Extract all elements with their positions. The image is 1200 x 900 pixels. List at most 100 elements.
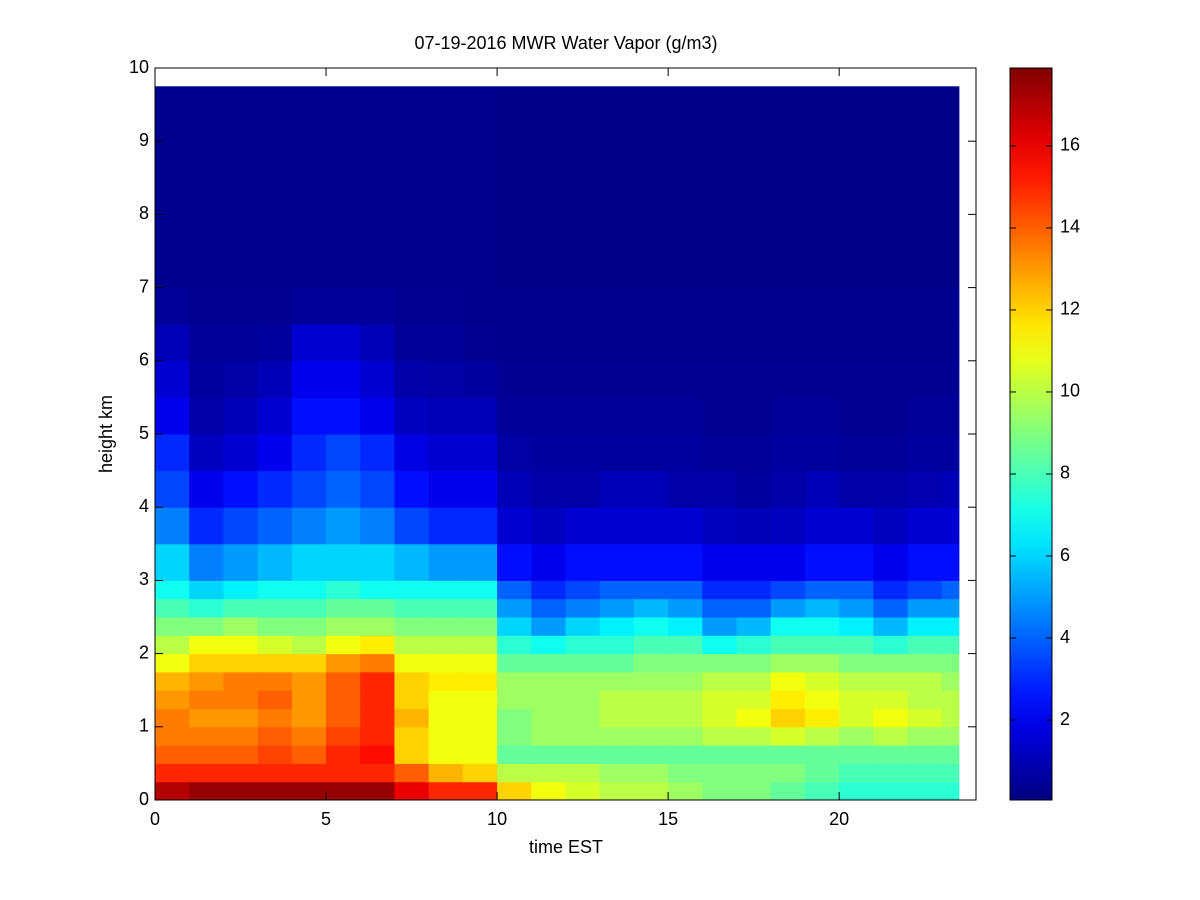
heat-cell [223,763,259,783]
heat-cell [326,598,361,618]
heat-cell [531,745,566,764]
heat-cell [531,726,566,746]
heat-cell [736,507,772,545]
heat-cell [531,653,566,673]
x-axis-label: time EST [529,837,603,857]
heat-cell [565,763,601,783]
y-tick-label: 2 [139,642,149,662]
x-tick-label: 10 [487,809,507,829]
heat-cell [633,598,669,618]
heat-cell [531,580,566,600]
heat-cell [804,324,840,362]
heat-cell [770,470,806,508]
heat-cell [565,635,601,655]
heat-cell [223,434,259,472]
heat-cell [668,781,703,801]
heat-cell [770,324,806,362]
heat-cell [497,470,532,508]
heat-cell [668,507,703,545]
heat-cell [941,287,960,325]
heat-cell [804,653,840,673]
heat-cell [497,690,532,709]
heat-cell [291,397,327,435]
heat-cell [941,397,960,435]
heat-cell [257,635,293,655]
heat-cell [394,86,430,289]
heat-cell [462,324,498,362]
heat-cell [736,580,772,600]
heat-cell [291,598,327,618]
heat-cell [223,745,259,764]
heat-cell [428,397,464,435]
heat-cell [462,635,498,655]
heat-cell [907,287,943,325]
heat-cell [360,397,395,435]
heat-cell [941,781,960,801]
heat-cell [804,470,840,508]
heat-cell [839,671,874,691]
heat-cell [702,653,738,673]
heat-cell [257,324,293,362]
heat-cell [189,397,224,435]
heat-cell [189,763,224,783]
heat-cell [804,763,840,783]
heat-cell [497,434,532,472]
heat-cell [531,543,566,581]
heat-cell [839,324,874,362]
heat-cell [941,763,960,783]
heat-cell [804,434,840,472]
y-tick-label: 5 [139,423,149,443]
heat-cell [873,763,909,783]
heat-cell [668,287,703,325]
heat-cell [291,434,327,472]
heat-cell [668,653,703,673]
heat-cell [633,635,669,655]
heat-cell [326,470,361,508]
heat-cell [360,580,395,600]
heat-cell [907,598,943,618]
heat-cell [736,671,772,691]
heat-cell [360,543,395,581]
heat-cell [633,360,669,398]
heat-cell [326,763,361,783]
heat-cell [394,324,430,362]
heat-cell [531,360,566,398]
heat-cell [702,598,738,618]
heat-cell [189,507,224,545]
heat-cell [291,781,327,801]
heat-cell [599,397,635,435]
heat-cell [360,287,395,325]
heat-cell [326,580,361,600]
heat-cell [497,671,532,691]
heat-cell [394,470,430,508]
heat-cell [155,653,190,673]
heat-cell [497,287,532,325]
heat-cell [462,543,498,581]
heat-cell [497,726,532,746]
heat-cell [257,543,293,581]
heat-cell [770,781,806,801]
heat-cell [428,671,464,691]
heat-cell [257,598,293,618]
heat-cell [428,360,464,398]
heat-cell [223,781,259,801]
heat-cell [189,635,224,655]
heat-cell [839,397,874,435]
heat-cell [770,397,806,435]
heat-cell [531,287,566,325]
heat-cell [394,635,430,655]
heat-cell [428,617,464,636]
heat-cell [189,598,224,618]
heat-cell [907,397,943,435]
heat-cell [941,635,960,655]
heat-cell [633,726,669,746]
heat-cell [633,617,669,636]
heat-cell [462,598,498,618]
heat-cell [497,360,532,398]
heat-cell [155,580,190,600]
heat-cell [291,324,327,362]
heat-cell [839,708,874,728]
heat-cell [428,434,464,472]
heat-cell [394,360,430,398]
heat-cell [155,86,190,289]
